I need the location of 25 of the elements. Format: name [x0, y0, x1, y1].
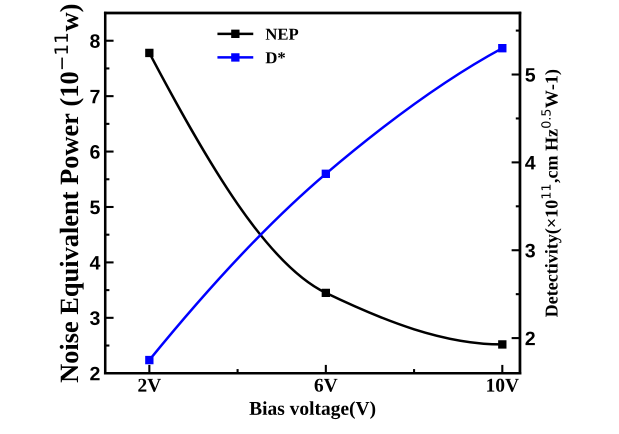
- point: [498, 44, 506, 52]
- point: [145, 356, 154, 364]
- point: [322, 170, 330, 178]
- y-tick-label: 7: [90, 90, 100, 104]
- y2-tick-label: 5: [525, 68, 536, 82]
- y-tick-label: 6: [90, 145, 100, 159]
- y-tick-label: 8: [90, 34, 100, 48]
- y2-tick-label: 2: [525, 332, 535, 346]
- x-axis-title: Bias voltage(V): [249, 401, 376, 420]
- y-tick-label: 4: [90, 256, 100, 270]
- x-tick-label: 6V: [314, 378, 338, 392]
- y2-tick-label: 4: [525, 156, 536, 170]
- y-tick-label: 5: [90, 200, 100, 214]
- point: [322, 288, 330, 298]
- point: [498, 340, 506, 349]
- y2-tick-label: 3: [525, 244, 535, 258]
- legend-label: D*: [266, 52, 286, 64]
- point: [145, 48, 154, 58]
- y-axis-title: Noise Equivalent Power (10$^{−11}$w): [54, 4, 84, 382]
- y-tick-label: 3: [90, 311, 100, 326]
- legend-label: NEP: [266, 28, 298, 40]
- x-tick-label: 10V: [487, 378, 519, 392]
- y2-axis-title: Detectivity(×10$^{11}$,cm Hz$^{0.5}$W-1): [541, 70, 562, 318]
- x-tick-label: 2V: [138, 378, 162, 392]
- y-tick-label: 2: [90, 366, 100, 380]
